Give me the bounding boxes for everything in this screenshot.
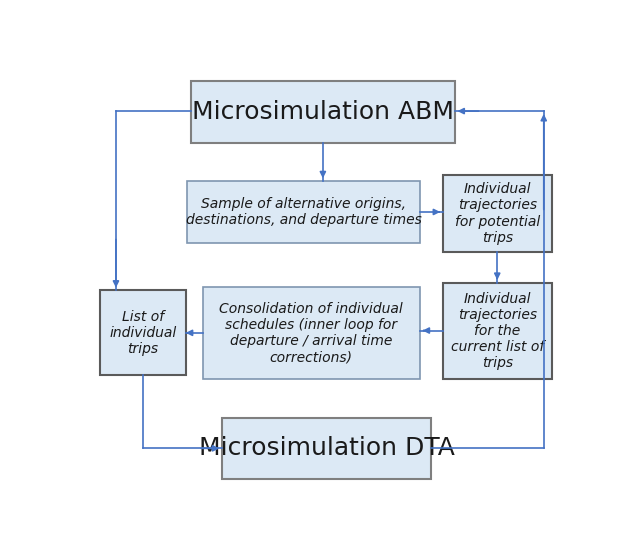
Text: Consolidation of individual
schedules (inner loop for
departure / arrival time
c: Consolidation of individual schedules (i… — [219, 301, 403, 364]
Text: Individual
trajectories
for the
current list of
trips: Individual trajectories for the current … — [450, 292, 544, 370]
FancyBboxPatch shape — [443, 283, 551, 379]
Text: Microsimulation DTA: Microsimulation DTA — [199, 436, 455, 460]
Text: Microsimulation ABM: Microsimulation ABM — [192, 100, 454, 124]
FancyBboxPatch shape — [203, 287, 420, 379]
FancyBboxPatch shape — [187, 181, 420, 242]
Text: List of
individual
trips: List of individual trips — [110, 310, 176, 356]
FancyBboxPatch shape — [100, 291, 186, 375]
Text: Individual
trajectories
for potential
trips: Individual trajectories for potential tr… — [455, 182, 540, 245]
FancyBboxPatch shape — [443, 175, 551, 252]
FancyBboxPatch shape — [222, 418, 432, 479]
Text: Sample of alternative origins,
destinations, and departure times: Sample of alternative origins, destinati… — [186, 197, 421, 227]
FancyBboxPatch shape — [191, 81, 455, 143]
